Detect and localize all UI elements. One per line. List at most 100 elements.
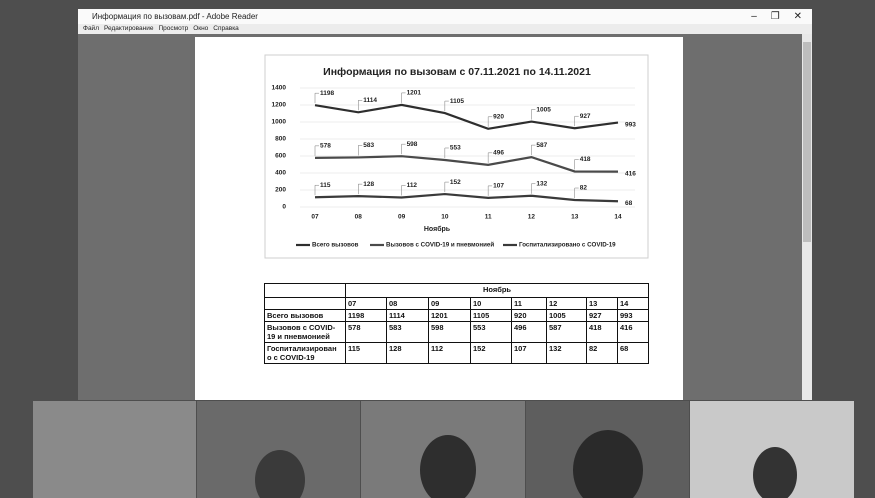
data-label: 496 (493, 150, 504, 157)
scroll-thumb[interactable] (803, 42, 811, 242)
table-cell: 1198 (346, 310, 387, 322)
data-label: 82 (580, 185, 588, 192)
table-cell: 1201 (429, 310, 471, 322)
x-tick-label: 10 (441, 214, 449, 221)
table-cell: 1105 (471, 310, 512, 322)
y-tick-label: 600 (275, 153, 286, 160)
data-label: 587 (536, 142, 547, 149)
legend-label: Вызовов с COVID-19 и пневмонией (386, 242, 494, 249)
data-label: 112 (407, 182, 418, 189)
window-controls[interactable]: – ❐ ✕ (751, 9, 802, 24)
menu-item[interactable]: Редактирование (104, 25, 154, 32)
table-cell: 416 (618, 322, 649, 343)
x-axis-label: Ноябрь (424, 225, 451, 233)
column-header: 10 (471, 298, 512, 310)
row-header: Всего вызовов (265, 310, 346, 322)
table-cell: 68 (618, 343, 649, 364)
data-label: 1201 (407, 90, 422, 97)
chart-title: Информация по вызовам с 07.11.2021 по 14… (323, 66, 591, 78)
menu-item[interactable]: Окно (193, 25, 208, 32)
menu-item[interactable]: Справка (213, 25, 239, 32)
menu-item[interactable]: Просмотр (159, 25, 189, 32)
menu-item[interactable]: Файл (83, 25, 99, 32)
table-cell: 583 (387, 322, 429, 343)
data-label: 132 (536, 180, 547, 187)
table-cell: 553 (471, 322, 512, 343)
x-tick-label: 14 (614, 214, 622, 221)
column-header: 14 (618, 298, 649, 310)
legend-label: Госпитализировано с COVID-19 (519, 242, 616, 249)
data-label: 115 (320, 182, 331, 189)
data-label: 1005 (536, 106, 551, 113)
data-label: 993 (625, 121, 636, 128)
row-header: Госпитализирован о с COVID-19 (265, 343, 346, 364)
y-tick-label: 1400 (272, 85, 287, 92)
table-row: Ноябрь (265, 284, 649, 298)
column-header: 07 (346, 298, 387, 310)
row-header: Вызовов с COVID-19 и пневмонией (265, 322, 346, 343)
table-header: Ноябрь (346, 284, 649, 298)
table-cell: 128 (387, 343, 429, 364)
video-strip (33, 401, 854, 498)
canvas: Информация по вызовам с 07.11.2021 по 14… (0, 0, 875, 498)
data-table: Ноябрь0708091011121314Всего вызовов11981… (264, 283, 649, 364)
legend-label: Всего вызовов (312, 242, 359, 249)
window-title: Информация по вызовам.pdf - Adobe Reader (92, 12, 258, 21)
y-tick-label: 1000 (272, 119, 287, 126)
column-header: 08 (387, 298, 429, 310)
x-tick-label: 08 (355, 214, 363, 221)
title-bar: Информация по вызовам.pdf - Adobe Reader… (78, 9, 812, 24)
data-label: 128 (363, 181, 374, 188)
menu-bar: Файл Редактирование Просмотр Окно Справка (78, 24, 812, 34)
data-label: 553 (450, 145, 461, 152)
table-cell: 82 (587, 343, 618, 364)
table-cell: 598 (429, 322, 471, 343)
data-label: 418 (580, 156, 591, 163)
table-cell: 107 (512, 343, 547, 364)
table-cell: 112 (429, 343, 471, 364)
x-tick-label: 11 (485, 214, 492, 221)
data-label: 598 (407, 141, 418, 148)
column-header: 13 (587, 298, 618, 310)
column-header: 09 (429, 298, 471, 310)
column-header: 11 (512, 298, 547, 310)
table-cell: 920 (512, 310, 547, 322)
table-cell (265, 284, 346, 298)
table-cell: 152 (471, 343, 512, 364)
table-cell (265, 298, 346, 310)
data-label: 578 (320, 143, 331, 150)
data-label: 416 (625, 170, 636, 177)
data-label: 1114 (363, 97, 377, 104)
x-tick-label: 07 (311, 214, 319, 221)
data-label: 920 (493, 114, 504, 121)
data-label: 1198 (320, 90, 334, 97)
table-cell: 587 (547, 322, 587, 343)
video-tile[interactable] (33, 401, 196, 498)
table-cell: 115 (346, 343, 387, 364)
column-header: 12 (547, 298, 587, 310)
table-cell: 418 (587, 322, 618, 343)
screen: Информация по вызовам с 07.11.2021 по 14… (0, 0, 875, 498)
x-tick-label: 09 (398, 214, 406, 221)
y-tick-label: 0 (282, 204, 286, 211)
data-label: 927 (580, 113, 591, 120)
data-label: 68 (625, 200, 633, 207)
table-cell: 1005 (547, 310, 587, 322)
table-cell: 1114 (387, 310, 429, 322)
table-cell: 927 (587, 310, 618, 322)
table-cell: 132 (547, 343, 587, 364)
table-cell: 993 (618, 310, 649, 322)
table-cell: 496 (512, 322, 547, 343)
y-tick-label: 800 (275, 136, 286, 143)
data-label: 107 (493, 183, 504, 190)
data-label: 1105 (450, 98, 464, 105)
x-tick-label: 12 (528, 214, 536, 221)
y-tick-label: 1200 (272, 102, 287, 109)
y-tick-label: 200 (275, 187, 286, 194)
table-cell: 578 (346, 322, 387, 343)
x-tick-label: 13 (571, 214, 579, 221)
